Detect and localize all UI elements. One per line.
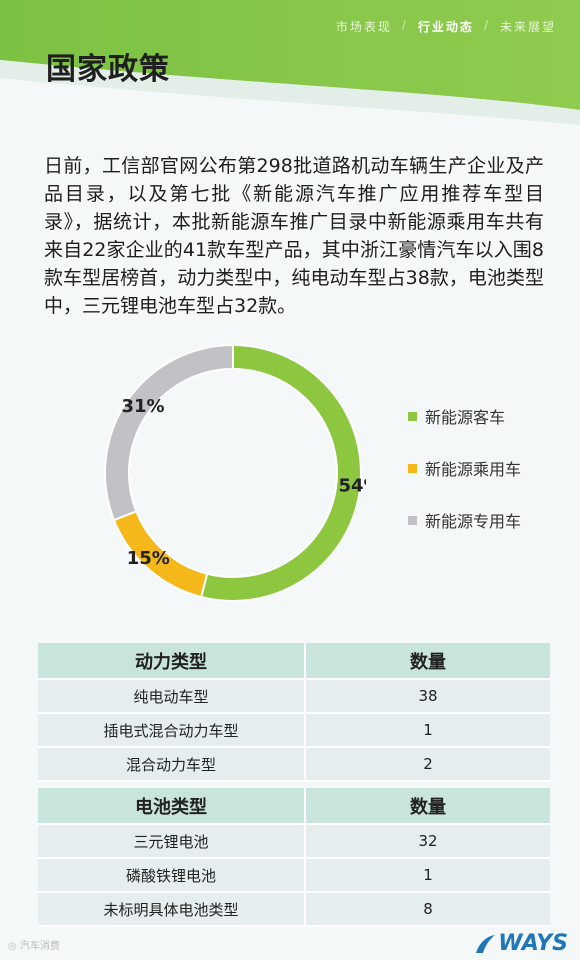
nav-separator: / <box>401 18 408 32</box>
nav-item-market[interactable]: 市场表现 <box>335 20 392 34</box>
table-row: 磷酸铁锂电池 1 <box>38 858 550 893</box>
legend-item-3: 新能源专用车 <box>408 507 521 533</box>
legend-label: 新能源乘用车 <box>425 460 522 479</box>
column-header: 动力类型 <box>38 643 306 680</box>
table-row: 混合动力车型 2 <box>38 747 550 782</box>
table-cell: 8 <box>305 892 550 927</box>
column-header: 电池类型 <box>38 788 306 825</box>
brand-logo: WAYS <box>474 931 568 956</box>
table-cell: 三元锂电池 <box>38 824 306 859</box>
donut-chart: 54% 15% 31% <box>104 343 366 602</box>
legend-swatch <box>408 515 417 525</box>
table-row: 插电式混合动力车型 1 <box>38 713 550 748</box>
intro-paragraph: 日前，工信部官网公布第298批道路机动车辆生产企业及产品目录，以及第七批《新能源… <box>44 155 544 317</box>
legend-swatch <box>408 463 417 473</box>
brand-text: WAYS <box>498 931 568 956</box>
chart-legend: 新能源客车新能源乘用车 新能源专用车 <box>408 403 521 559</box>
table-header-row: 电池类型 数量 <box>38 788 550 825</box>
battery-type-table: 电池类型 数量 三元锂电池 32 磷酸铁锂电池 1 未标明具体电池类型 8 <box>38 788 550 927</box>
legend-label: 新能源客车 <box>425 408 506 427</box>
legend-item-2: 新能源乘用车 <box>408 455 521 481</box>
table-row: 纯电动车型 38 <box>38 679 550 714</box>
table-cell: 1 <box>305 858 550 893</box>
table-cell: 38 <box>305 679 550 714</box>
nav-item-future[interactable]: 未来展望 <box>499 20 556 34</box>
table-row: 未标明具体电池类型 8 <box>38 892 550 927</box>
donut-slice-1 <box>199 343 362 602</box>
header-background <box>0 0 580 125</box>
watermark-text: 汽车消费 <box>19 941 60 952</box>
table-cell: 纯电动车型 <box>38 679 306 714</box>
table-cell: 磷酸铁锂电池 <box>38 858 306 893</box>
table-cell: 混合动力车型 <box>38 747 306 782</box>
page-title: 国家政策 <box>46 52 170 87</box>
table-cell: 32 <box>305 824 550 859</box>
watermark: ◎ 汽车消费 <box>8 937 60 952</box>
header-banner: 市场表现 / 行业动态 / 未来展望 国家政策 <box>0 0 580 125</box>
donut-slice-3 <box>104 343 234 522</box>
table-cell: 插电式混合动力车型 <box>38 713 306 748</box>
table-cell: 未标明具体电池类型 <box>38 892 306 927</box>
nav-separator: / <box>483 18 490 32</box>
ways-logo-icon <box>476 934 496 953</box>
legend-swatch <box>408 411 417 421</box>
slice-label-1: 54% <box>339 476 366 497</box>
column-header: 数量 <box>305 788 550 825</box>
power-type-table: 动力类型 数量 纯电动车型 38 插电式混合动力车型 1 混合动力车型 2 <box>38 643 550 782</box>
weibo-icon: ◎ <box>8 941 17 952</box>
column-header: 数量 <box>305 643 550 680</box>
slice-label-2: 15% <box>127 548 170 569</box>
top-nav: 市场表现 / 行业动态 / 未来展望 <box>336 18 556 35</box>
slice-label-3: 31% <box>122 396 165 417</box>
legend-item-1: 新能源客车 <box>408 403 521 429</box>
table-cell: 2 <box>305 747 550 782</box>
table-header-row: 动力类型 数量 <box>38 643 550 680</box>
table-row: 三元锂电池 32 <box>38 824 550 859</box>
legend-label: 新能源专用车 <box>425 512 522 531</box>
table-cell: 1 <box>305 713 550 748</box>
nav-item-industry[interactable]: 行业动态 <box>417 20 474 34</box>
